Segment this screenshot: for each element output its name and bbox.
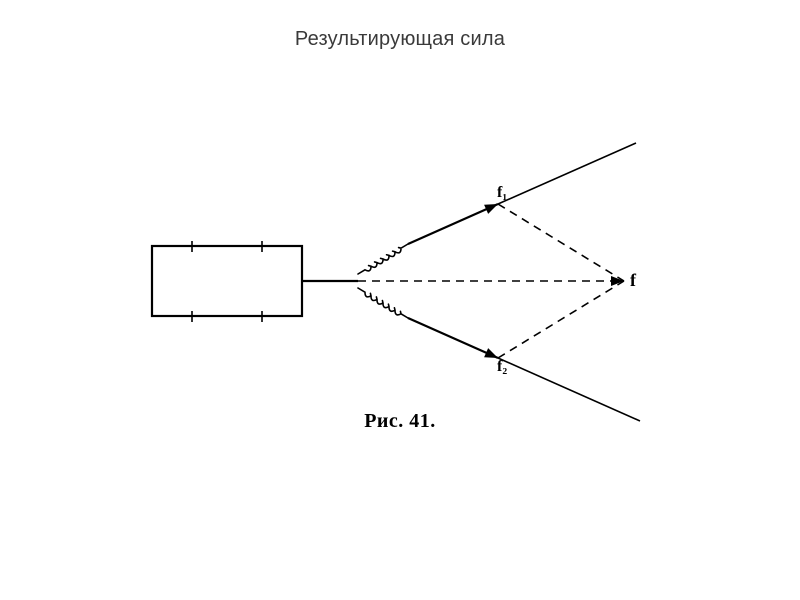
label-f2: f₂ <box>497 358 507 376</box>
page-root: Результирующая сила f₁ f₂ f Рис. 41. <box>0 0 800 600</box>
label-f1: f₁ <box>497 184 507 202</box>
label-f-resultant: f <box>630 270 636 291</box>
figure-caption: Рис. 41. <box>0 410 800 433</box>
force-diagram <box>0 0 800 600</box>
